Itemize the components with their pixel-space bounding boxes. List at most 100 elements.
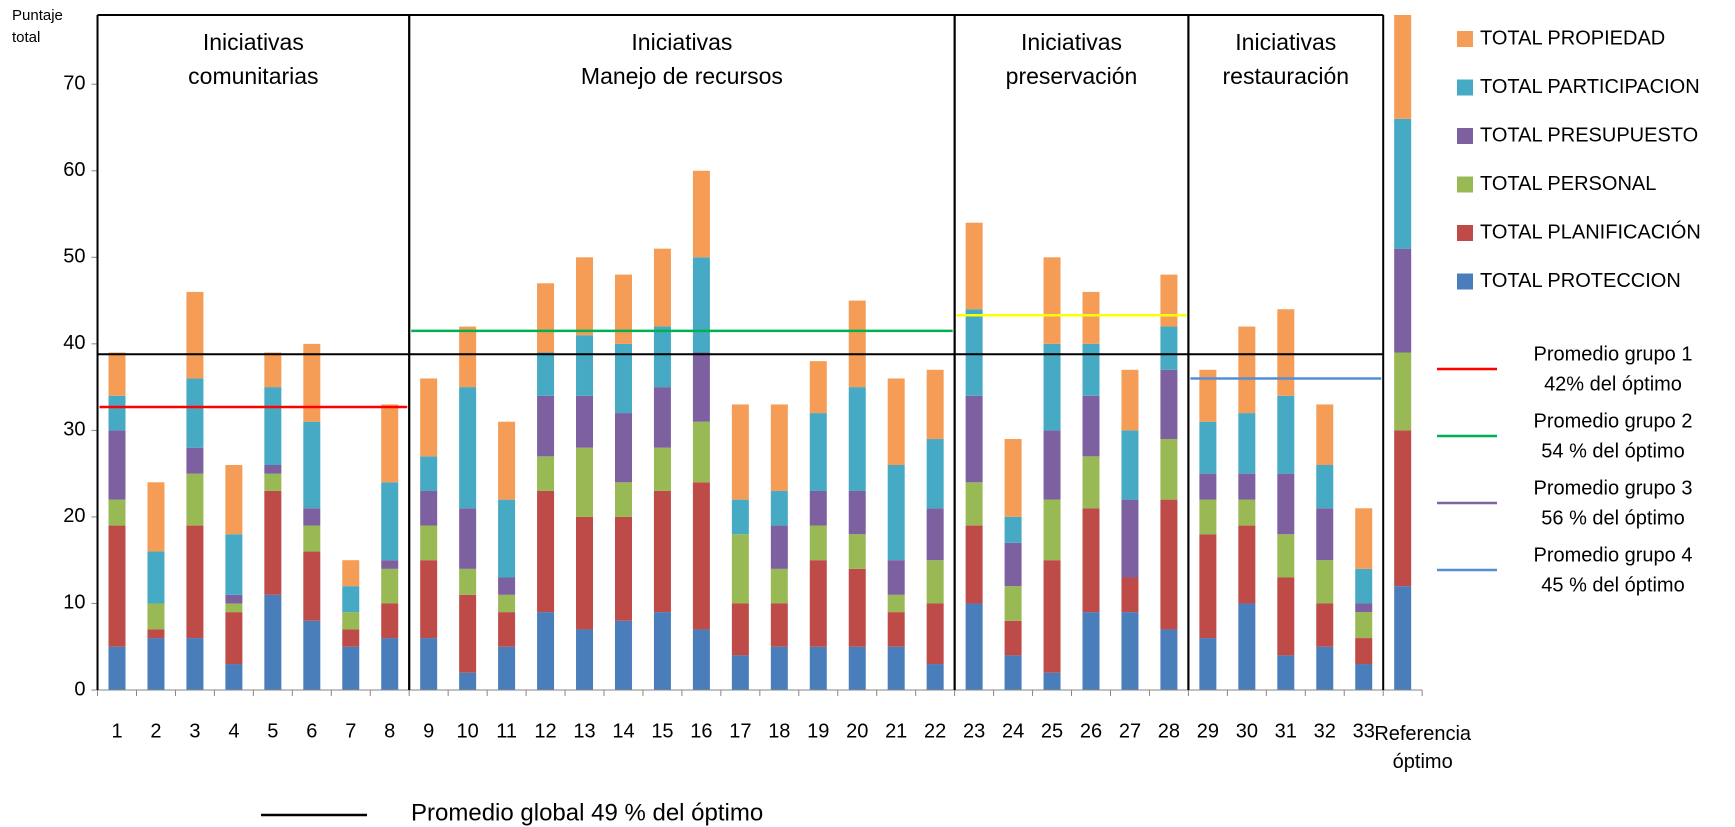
- bar-segment: [1238, 473, 1256, 500]
- group-label: restauración: [1223, 63, 1350, 89]
- x-tick-label: 16: [690, 720, 712, 742]
- x-tick-label: 18: [768, 720, 790, 742]
- bar-segment: [420, 525, 438, 561]
- bar-segment: [147, 482, 165, 552]
- bar-segment: [108, 352, 126, 396]
- bar-segment: [965, 395, 983, 483]
- x-tick-label: 33: [1353, 720, 1375, 742]
- bar-segment: [809, 361, 827, 414]
- bar-segment: [1043, 672, 1061, 690]
- legend-label: 56 % del óptimo: [1541, 507, 1684, 529]
- bar-segment: [1004, 586, 1022, 621]
- bar-segment: [498, 499, 516, 578]
- bar-segment: [225, 612, 243, 665]
- bar-segment: [926, 560, 944, 604]
- y-tick-label: 30: [63, 419, 85, 441]
- bar-segment: [1082, 612, 1100, 690]
- bar-segment: [264, 387, 282, 465]
- bar-segment: [1355, 603, 1373, 613]
- bar-segment: [926, 603, 944, 665]
- bar-segment: [147, 629, 165, 639]
- bar-segment: [1043, 560, 1061, 673]
- legend-label: TOTAL PROTECCION: [1480, 270, 1681, 292]
- bar-segment: [225, 465, 243, 535]
- legend-label: Promedio grupo 4: [1534, 544, 1693, 566]
- bar-segment: [459, 387, 477, 509]
- bar-segment: [108, 646, 126, 690]
- bar-segment: [692, 482, 710, 630]
- bar-segment: [1238, 603, 1256, 690]
- y-axis-label: Puntaje: [12, 7, 63, 24]
- bar-segment: [186, 447, 204, 474]
- legend-label: Promedio grupo 1: [1534, 343, 1693, 365]
- bar-segment: [1121, 612, 1139, 690]
- y-tick-label: 50: [63, 246, 85, 268]
- x-tick-label: 17: [729, 720, 751, 742]
- legend-swatch: [1457, 128, 1473, 144]
- bar-segment: [108, 430, 126, 500]
- bar-segment: [848, 534, 866, 569]
- bar-segment: [420, 560, 438, 639]
- bar-segment: [1394, 248, 1412, 353]
- x-tick-label: 24: [1002, 720, 1024, 742]
- x-tick-label: 23: [963, 720, 985, 742]
- bar-segment: [848, 387, 866, 491]
- x-tick-label: 22: [924, 720, 946, 742]
- bar-segment: [965, 309, 983, 396]
- x-tick-label: 4: [228, 720, 239, 742]
- bar-segment: [186, 638, 204, 690]
- bar-segment: [809, 560, 827, 647]
- x-tick-label: 21: [885, 720, 907, 742]
- x-tick-label: 32: [1314, 720, 1336, 742]
- bar-segment: [1082, 291, 1100, 344]
- y-tick-label: 40: [63, 332, 85, 354]
- bar-segment: [887, 378, 905, 465]
- bar-segment: [731, 499, 749, 535]
- bar-segment: [381, 482, 399, 561]
- x-tick-label: 10: [457, 720, 479, 742]
- bar-segment: [731, 404, 749, 500]
- bar-segment: [1199, 638, 1217, 690]
- bar-segment: [147, 603, 165, 630]
- bar-segment: [692, 352, 710, 422]
- legend-swatch: [1457, 273, 1473, 290]
- bar-segment: [1277, 655, 1295, 690]
- bar-segment: [108, 525, 126, 647]
- bar-segment: [1043, 499, 1061, 561]
- bar-segment: [614, 413, 632, 483]
- bar-segment: [809, 525, 827, 561]
- x-tick-label: 30: [1236, 720, 1258, 742]
- bar-segment: [887, 465, 905, 561]
- bar-segment: [342, 586, 360, 613]
- bar-segment: [887, 560, 905, 595]
- bar-segment: [653, 490, 671, 613]
- bar-segment: [264, 473, 282, 491]
- x-tick-label: 13: [573, 720, 595, 742]
- legend-label: Promedio grupo 3: [1534, 477, 1693, 499]
- bar-segment: [1316, 646, 1334, 690]
- bar-segment: [1277, 577, 1295, 656]
- bar-segment: [186, 473, 204, 526]
- bar-segment: [926, 508, 944, 561]
- x-tick-label: 25: [1041, 720, 1063, 742]
- y-tick-label: 0: [74, 678, 85, 700]
- bar-segment: [1082, 456, 1100, 509]
- group-label: preservación: [1006, 63, 1138, 89]
- bar-segment: [731, 655, 749, 690]
- bar-segment: [1121, 577, 1139, 613]
- bar-segment: [1004, 516, 1022, 543]
- bar-segment: [537, 456, 555, 491]
- bar-segment: [770, 568, 788, 604]
- bar-segment: [186, 378, 204, 448]
- bar-segment: [887, 646, 905, 690]
- bar-segment: [342, 629, 360, 647]
- bar-segment: [1394, 430, 1412, 587]
- bar-segment: [692, 629, 710, 690]
- x-tick-label: 7: [345, 720, 356, 742]
- x-tick-label: 28: [1158, 720, 1180, 742]
- bar-segment: [225, 594, 243, 604]
- bar-segment: [186, 525, 204, 639]
- bar-segment: [1355, 508, 1373, 569]
- bar-segment: [303, 525, 321, 552]
- bar-segment: [225, 664, 243, 690]
